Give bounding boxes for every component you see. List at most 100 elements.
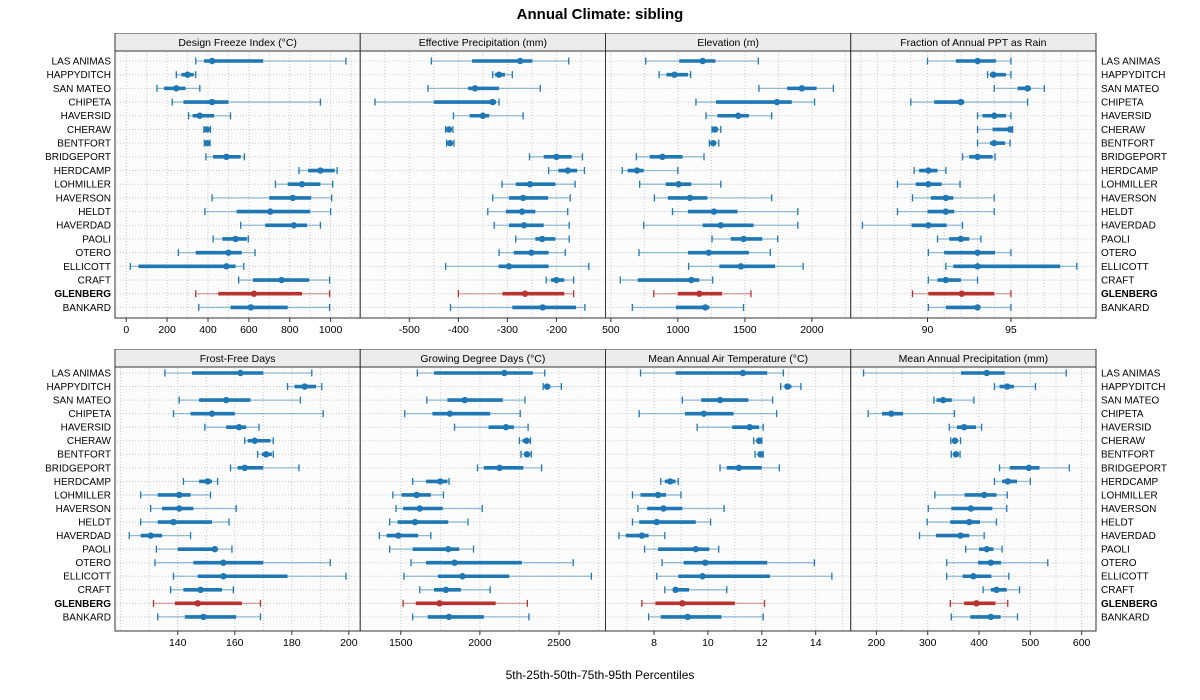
- interval-row: [946, 559, 1049, 567]
- interval-row: [487, 208, 569, 216]
- interval-row: [402, 599, 528, 607]
- station-label-left: LAS ANIMAS: [52, 368, 112, 379]
- station-label-left: HERDCAMP: [54, 166, 112, 177]
- station-label-right: HAVERDAD: [1101, 221, 1156, 232]
- station-label-right: ELLICOTT: [1101, 572, 1149, 583]
- station-label-right: GLENBERG: [1101, 599, 1158, 610]
- interval-row: [195, 57, 347, 65]
- x-tick-label: 12: [756, 637, 768, 649]
- interval-row: [949, 599, 1009, 607]
- interval-row: [643, 221, 799, 229]
- interval-row: [911, 194, 995, 202]
- interval-row: [635, 153, 705, 161]
- panel-bottom-grid-2: 8 10 12 14 Mean Annual Air Temperature (°C): [605, 349, 852, 649]
- panel-header-label: Frost-Free Days: [200, 353, 276, 365]
- x-tick-label: 2000: [468, 637, 492, 649]
- interval-row: [378, 532, 432, 540]
- station-label-right: LAS ANIMAS: [1101, 56, 1161, 67]
- interval-row: [637, 505, 725, 512]
- interval-row: [152, 599, 262, 607]
- interval-row: [444, 125, 454, 133]
- interval-row: [229, 464, 300, 472]
- top-grid-station-labels: LAS ANIMAS LAS ANIMAS HAPPYDITCH HAPPYDITCH…: [45, 56, 1167, 313]
- station-label-left: HERDCAMP: [54, 477, 112, 488]
- x-tick-label: 800: [281, 324, 299, 336]
- x-tick-label: 1500: [389, 637, 413, 649]
- station-label-right: CHERAW: [1101, 125, 1146, 136]
- interval-rows: [862, 369, 1070, 621]
- interval-row: [867, 410, 956, 418]
- interval-row: [618, 532, 666, 540]
- x-tick-label: 200: [158, 324, 176, 336]
- top-grid-svg: 0 200 400 600 800 1000 Design Freeze Index (°C…: [45, 33, 1167, 336]
- interval-row: [178, 396, 302, 404]
- station-label-right: BRIDGEPORT: [1101, 152, 1167, 163]
- interval-row: [518, 437, 532, 445]
- x-tick-label: 2500: [547, 637, 571, 649]
- x-tick-label: -400: [448, 324, 469, 336]
- interval-row: [976, 125, 1014, 133]
- station-label-left: HAVERDAD: [56, 221, 111, 232]
- interval-row: [444, 262, 590, 270]
- interval-row: [671, 208, 799, 216]
- station-label-left: ELLICOTT: [63, 572, 111, 583]
- interval-row: [426, 396, 526, 404]
- interval-row: [986, 71, 1012, 79]
- interval-row: [758, 84, 834, 92]
- station-label-left: LOHMILLER: [54, 180, 111, 191]
- x-tick-label: 1000: [319, 324, 343, 336]
- station-label-left: HAVERSID: [61, 111, 111, 122]
- interval-row: [542, 383, 563, 391]
- x-tick-label: -200: [546, 324, 567, 336]
- interval-row: [643, 545, 720, 553]
- interval-row: [164, 369, 313, 377]
- interval-row: [711, 125, 722, 133]
- station-label-right: CHIPETA: [1101, 409, 1144, 420]
- station-label-left: CRAFT: [78, 585, 111, 596]
- interval-row: [660, 477, 679, 485]
- interval-row: [950, 613, 1019, 621]
- interval-row: [695, 98, 816, 106]
- station-label-left: BRIDGEPORT: [45, 152, 111, 163]
- interval-row: [948, 423, 983, 431]
- interval-row: [528, 153, 584, 161]
- interval-row: [918, 532, 985, 540]
- interval-row: [653, 194, 773, 202]
- station-label-right: PAOLI: [1101, 545, 1130, 556]
- interval-row: [154, 559, 331, 567]
- interval-row: [453, 423, 529, 431]
- interval-row: [927, 505, 1008, 512]
- interval-row: [861, 221, 964, 229]
- x-tick-label: 1000: [666, 324, 690, 336]
- station-label-right: SAN MATEO: [1101, 84, 1159, 95]
- interval-row: [172, 572, 347, 580]
- station-label-right: BANKARD: [1101, 303, 1149, 314]
- bottom-grid-station-labels: LAS ANIMAS LAS ANIMAS HAPPYDITCH HAPPYDITCH…: [45, 368, 1167, 623]
- interval-row: [149, 505, 237, 512]
- station-label-right: CHERAW: [1101, 436, 1146, 447]
- station-label-left: CHERAW: [67, 436, 112, 447]
- interval-rows: [129, 57, 347, 311]
- station-label-right: HAVERSON: [1101, 193, 1156, 204]
- interval-row: [244, 437, 274, 445]
- interval-row: [705, 112, 773, 120]
- station-label-left: CRAFT: [78, 275, 111, 286]
- interval-row: [982, 586, 1021, 594]
- station-label-left: PAOLI: [82, 234, 111, 245]
- interval-row: [945, 262, 1078, 270]
- interval-row: [211, 194, 333, 202]
- station-label-right: LOHMILLER: [1101, 490, 1158, 501]
- interval-row: [621, 167, 679, 175]
- station-label-right: HERDCAMP: [1101, 166, 1159, 177]
- interval-row: [976, 139, 1011, 147]
- interval-row: [711, 235, 779, 243]
- station-label-left: HAVERSID: [61, 423, 111, 434]
- interval-row: [198, 303, 331, 311]
- station-label-left: BANKARD: [63, 612, 111, 623]
- x-axis: 140 160 180 200: [169, 631, 358, 649]
- interval-row: [182, 477, 219, 485]
- x-tick-label: 90: [922, 324, 934, 336]
- station-label-left: BENTFORT: [57, 450, 111, 461]
- station-label-left: HAVERDAD: [56, 531, 111, 542]
- x-tick-label: -500: [399, 324, 420, 336]
